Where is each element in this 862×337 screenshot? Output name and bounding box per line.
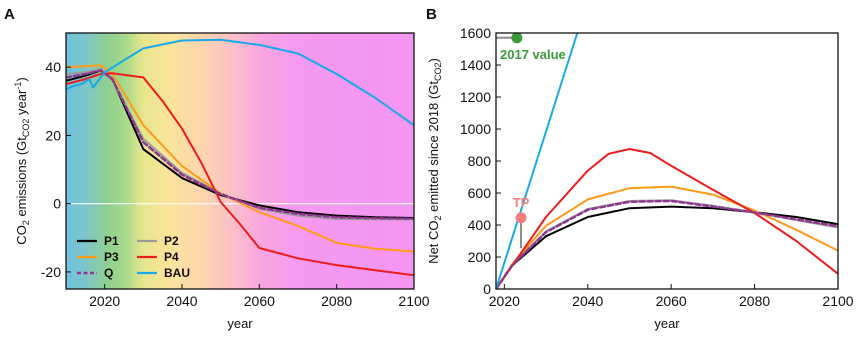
panel-a-xtick-label: 2060 — [244, 293, 275, 309]
panel-a-ylabel: CO2 emissions (GtCO2 year-1) — [13, 77, 31, 244]
panel-b-xtick-label: 2080 — [739, 293, 770, 309]
panel-b-ytick-label: 1600 — [460, 25, 491, 41]
panel-b-ylabel: Net CO2 emitted since 2018 (GtCO2) — [426, 58, 443, 264]
panel-b-xtick-label: 2040 — [572, 293, 603, 309]
legend-label-p4: P4 — [164, 250, 179, 264]
panel-a-xlabel: year — [227, 316, 253, 331]
panel-b-ytick-label: 600 — [468, 185, 492, 201]
panel-a-ytick-label: 40 — [45, 59, 61, 75]
value-2017-marker — [511, 32, 523, 44]
panel-a-series-bau — [66, 38, 414, 127]
panel-a-xtick-label: 2040 — [166, 293, 197, 309]
panel-b-ytick-label: 1000 — [460, 121, 491, 137]
panel-b-xlabel: year — [654, 316, 680, 331]
tp-label: TP — [513, 195, 530, 210]
panel-a-legend: P1 P2 P3 P4 Q BAU — [77, 234, 190, 280]
panel-b-series-p4 — [496, 148, 838, 289]
panel-a-xtick-label: 2020 — [89, 293, 120, 309]
panel-b-series-p1 — [496, 205, 838, 289]
panel-b-ytick-label: 1400 — [460, 57, 491, 73]
panel-a-ytick-label: 0 — [53, 196, 61, 212]
panel-b-xtick-label: 2020 — [489, 293, 520, 309]
legend-label-p1: P1 — [104, 234, 119, 248]
panel-b-letter: B — [426, 6, 437, 23]
panel-b-ytick-label: 200 — [468, 249, 492, 265]
panel-b-series-bau — [496, 33, 579, 289]
panel-b-ytick-label: 0 — [483, 281, 491, 297]
legend-label-p2: P2 — [164, 234, 179, 248]
panel-b-xtick-label: 2060 — [656, 293, 687, 309]
value-2017-label: 2017 value — [500, 47, 566, 62]
panel-a-series-p3 — [66, 64, 414, 253]
panel-a-xtick-label: 2080 — [321, 293, 352, 309]
panel-a-ytick-label: -20 — [41, 264, 61, 280]
panel-a-series-q — [66, 69, 414, 220]
legend-label-q: Q — [104, 266, 113, 280]
panel-a-letter: A — [4, 6, 15, 23]
panel-b-series-q — [496, 199, 838, 289]
panel-b-series-p3 — [496, 185, 838, 289]
legend-label-p3: P3 — [104, 250, 119, 264]
panel-b-ytick-label: 800 — [468, 153, 492, 169]
panel-a-ytick-label: 20 — [45, 127, 61, 143]
panel-b-ytick-label: 1200 — [460, 89, 491, 105]
panel-b-background — [496, 33, 838, 289]
tp-marker — [515, 212, 527, 224]
panel-b-xtick-label: 2100 — [822, 293, 853, 309]
panel-b-ytick-label: 400 — [468, 217, 492, 233]
panel-a-xtick-label: 2100 — [398, 293, 429, 309]
panel-a-frame — [65, 32, 415, 290]
legend-label-bau: BAU — [164, 266, 190, 280]
